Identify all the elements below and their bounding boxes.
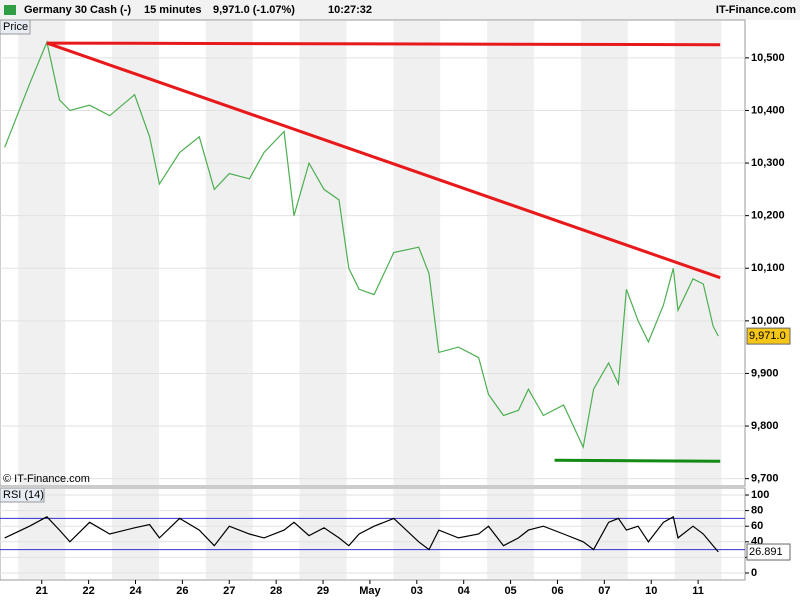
- panel-title-box: [0, 19, 31, 35]
- panel-title-box: [0, 487, 45, 503]
- quote: 9,971.0 (-1.07%): [213, 4, 295, 16]
- x-tick-label: 26: [176, 585, 188, 597]
- day-band: [674, 489, 722, 579]
- day-band: [674, 21, 722, 485]
- y-tick-label: 9,800: [751, 420, 779, 432]
- day-band: [299, 21, 347, 485]
- day-band: [487, 21, 535, 485]
- price-line: [4, 40, 719, 450]
- x-tick-label: 04: [458, 585, 471, 597]
- y-tick-label: 10,300: [751, 157, 785, 169]
- day-band: [580, 489, 628, 579]
- watermark: © IT-Finance.com: [3, 473, 90, 485]
- day-band: [393, 21, 441, 485]
- instrument: Germany 30 Cash (-): [24, 4, 131, 16]
- y-tick-label: 10,500: [751, 52, 785, 64]
- trend-line: [46, 41, 721, 47]
- y-tick-label: 80: [751, 505, 763, 517]
- y-tick-label: 10,200: [751, 210, 785, 222]
- panel-title: Price: [3, 21, 28, 33]
- panel-bg: [0, 19, 746, 487]
- day-band: [112, 21, 159, 485]
- y-tick-label: 10,400: [751, 104, 785, 116]
- y-tick-label: 60: [751, 520, 763, 532]
- x-tick-label: May: [359, 585, 381, 597]
- trend-line: [554, 458, 721, 463]
- day-band: [580, 21, 628, 485]
- price-line: [4, 515, 719, 553]
- day-band: [18, 21, 66, 485]
- x-tick-label: 03: [411, 585, 423, 597]
- x-tick-label: 29: [317, 585, 329, 597]
- x-tick-label: 06: [551, 585, 563, 597]
- y-tick-label: 10,100: [751, 262, 785, 274]
- x-tick-label: 10: [645, 585, 657, 597]
- icon: [4, 5, 16, 15]
- day-band: [18, 489, 66, 579]
- x-tick-label: 05: [504, 585, 516, 597]
- panel-title: RSI (14): [3, 489, 44, 501]
- day-band: [205, 21, 253, 485]
- current-box: [746, 543, 791, 561]
- x-tick-label: 27: [223, 585, 235, 597]
- current-label: 9,971.0: [749, 330, 786, 342]
- day-band: [112, 489, 159, 579]
- x-tick-label: 07: [598, 585, 610, 597]
- y-tick-label: 0: [751, 567, 757, 579]
- x-tick-label: 22: [82, 585, 94, 597]
- interval: 15 minutes: [144, 4, 201, 16]
- y-tick-label: 9,900: [751, 367, 779, 379]
- y-tick-label: 100: [751, 489, 769, 501]
- header-bar: [0, 0, 800, 20]
- day-band: [205, 489, 253, 579]
- x-tick-label: 28: [270, 585, 282, 597]
- x-tick-label: 21: [36, 585, 48, 597]
- current-label: 26.891: [749, 546, 783, 558]
- time: 10:27:32: [328, 4, 372, 16]
- x-tick-label: 11: [692, 585, 704, 597]
- trend-line: [46, 41, 721, 280]
- y-tick-label: 10,000: [751, 315, 785, 327]
- brand: IT-Finance.com: [716, 4, 796, 16]
- current-box: [746, 327, 791, 345]
- x-tick-label: 24: [129, 585, 142, 597]
- y-tick-label: 9,700: [751, 473, 779, 485]
- day-band: [393, 489, 441, 579]
